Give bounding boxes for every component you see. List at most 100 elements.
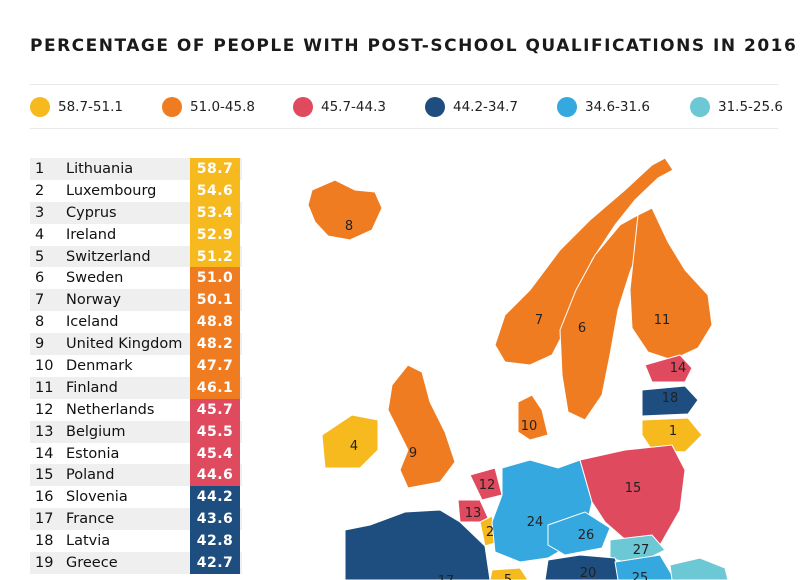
country-name: France [66,511,115,528]
map-region-hungary [614,554,676,580]
value-cell: 43.6 [190,508,240,531]
country-name: Belgium [66,423,126,440]
legend-label: 45.7-44.3 [321,99,386,115]
value-cell: 47.7 [190,355,240,377]
value-cell: 46.1 [190,376,240,399]
table-row: 11 Finland 46.1 [30,376,242,399]
value-cell: 51.0 [190,267,240,290]
country-name: Netherlands [66,401,155,418]
country-name: Slovenia [66,489,128,506]
map-rank-label: 9 [409,446,417,461]
ranking-table: 1 Lithuania 58.7 2 Luxembourg 54.6 3 Cyprus 53.4… [30,158,242,574]
table-row: 9 United Kingdom 48.2 [30,333,242,356]
legend-item: 51.0-45.8 [162,96,255,118]
value-cell: 54.6 [190,179,240,202]
rank-number: 3 [35,204,45,221]
map-rank-label: 6 [578,321,586,336]
value-cell: 45.5 [190,420,240,443]
table-row: 10 Denmark 47.7 [30,355,242,377]
rank-number: 17 [35,511,54,528]
value-cell: 44.2 [190,486,240,509]
rank-number: 5 [35,248,45,265]
map-rank-label: 4 [350,439,358,454]
rank-number: 18 [35,533,54,550]
table-row: 15 Poland 44.6 [30,464,242,487]
legend-swatch [557,97,577,117]
rank-number: 16 [35,489,54,506]
legend-item: 34.6-31.6 [557,96,650,118]
value-cell: 51.2 [190,245,240,268]
legend-item: 58.7-51.1 [30,96,123,118]
value-cell: 48.2 [190,333,240,356]
rank-number: 9 [35,336,45,353]
map-rank-label: 11 [654,313,671,328]
map-rank-label: 24 [527,515,544,530]
country-name: Norway [66,292,122,309]
map-rank-label: 26 [578,528,595,543]
map-region-estonia [644,354,693,383]
map-region-denmark [517,394,549,441]
map-rank-label: 27 [633,543,650,558]
europe-map: 8761114181491012132241526272025175 [307,157,729,580]
legend-swatch [690,97,710,117]
country-name: United Kingdom [66,336,183,353]
value-cell: 42.8 [190,530,240,553]
map-region-united-kingdom [387,364,456,489]
rank-number: 6 [35,270,45,287]
table-row: 4 Ireland 52.9 [30,223,242,246]
country-name: Cyprus [66,204,117,221]
country-name: Estonia [66,445,120,462]
table-row: 7 Norway 50.1 [30,289,242,312]
map-rank-label: 10 [521,419,538,434]
value-cell: 42.7 [190,552,240,574]
map-rank-label: 5 [504,573,512,580]
map-rank-label: 12 [479,478,496,493]
country-name: Ireland [66,226,117,243]
country-name: Luxembourg [66,182,157,199]
rank-number: 8 [35,314,45,331]
map-region-france [344,509,491,580]
map-rank-label: 1 [669,424,677,439]
table-row: 5 Switzerland 51.2 [30,245,242,268]
value-cell: 58.7 [190,158,240,180]
chart-title: PERCENTAGE OF PEOPLE WITH POST-SCHOOL QU… [30,36,798,56]
table-row: 1 Lithuania 58.7 [30,158,242,180]
map-rank-label: 8 [345,219,353,234]
map-region-latvia [641,385,699,417]
value-cell: 45.4 [190,442,240,465]
legend-item: 31.5-25.6 [690,96,783,118]
rank-number: 10 [35,358,54,375]
country-name: Latvia [66,533,111,550]
table-row: 18 Latvia 42.8 [30,530,242,553]
legend-label: 58.7-51.1 [58,99,123,115]
country-name: Iceland [66,314,119,331]
divider-bottom [30,128,778,129]
table-row: 19 Greece 42.7 [30,552,242,574]
rank-number: 1 [35,161,45,177]
legend-swatch [30,97,50,117]
map-rank-label: 13 [465,506,482,521]
legend-swatch [162,97,182,117]
map-region-iceland [307,179,383,241]
country-name: Poland [66,467,115,484]
rank-number: 2 [35,182,45,199]
legend-item: 44.2-34.7 [425,96,518,118]
value-cell: 44.6 [190,464,240,487]
legend-item: 45.7-44.3 [293,96,386,118]
legend-label: 44.2-34.7 [453,99,518,115]
table-row: 6 Sweden 51.0 [30,267,242,290]
rank-number: 13 [35,423,54,440]
divider-top [30,84,778,85]
legend-label: 34.6-31.6 [585,99,650,115]
legend: 58.7-51.1 51.0-45.8 45.7-44.3 44.2-34.7 34.6… [30,96,790,118]
map-region-finland [629,207,713,361]
table-row: 3 Cyprus 53.4 [30,201,242,224]
map-rank-label: 15 [625,481,642,496]
table-row: 17 France 43.6 [30,508,242,531]
map-region-poland [579,444,686,546]
map-region-sweden [559,214,643,421]
legend-swatch [293,97,313,117]
value-cell: 52.9 [190,223,240,246]
value-cell: 48.8 [190,311,240,334]
country-name: Denmark [66,358,133,375]
